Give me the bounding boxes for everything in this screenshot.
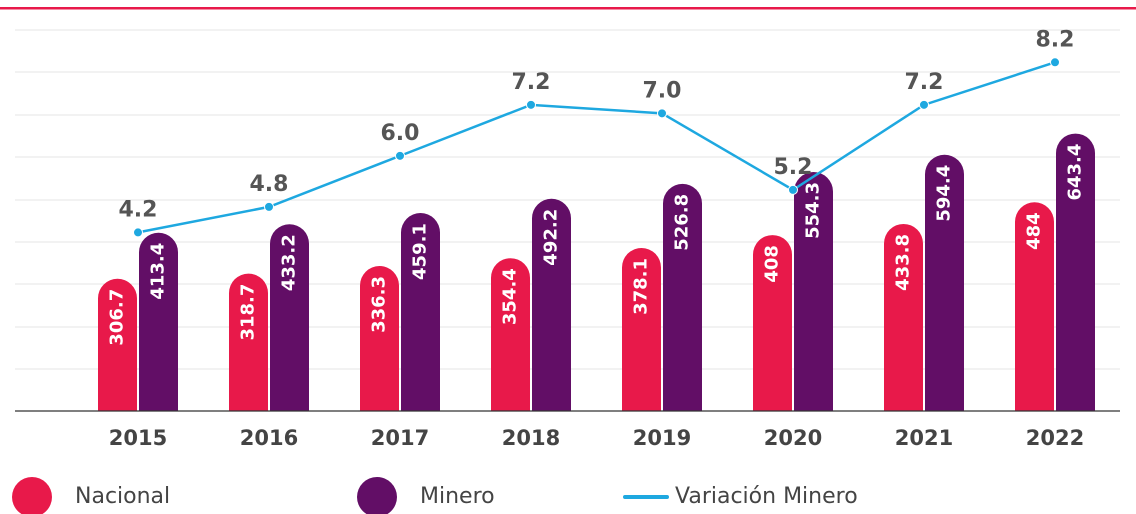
bar xyxy=(360,265,399,411)
bar-value-label: 378.1 xyxy=(631,258,652,315)
bar-value-label: 413.4 xyxy=(148,243,169,300)
bar-value-label: 408 xyxy=(762,245,783,283)
bar-value-label: 306.7 xyxy=(107,289,128,346)
bar-value-label: 459.1 xyxy=(410,223,431,280)
x-tick-label: 2022 xyxy=(1026,426,1084,450)
bar-value-label: 336.3 xyxy=(369,276,390,333)
legend-label: Nacional xyxy=(75,484,170,509)
line-value-label: 4.8 xyxy=(250,172,289,197)
line-value-label: 7.2 xyxy=(512,70,551,95)
line-value-label: 8.2 xyxy=(1036,27,1075,52)
bar xyxy=(794,171,833,411)
x-tick-label: 2019 xyxy=(633,426,691,450)
line-point xyxy=(264,201,274,212)
bar xyxy=(532,198,571,411)
line-point xyxy=(1050,57,1060,68)
line-point xyxy=(657,108,667,119)
bar-value-label: 554.3 xyxy=(803,182,824,239)
line-value-label: 4.2 xyxy=(119,197,158,222)
line-point xyxy=(526,99,536,110)
bar xyxy=(270,224,309,411)
bar xyxy=(1056,133,1095,411)
bar-value-label: 354.4 xyxy=(500,268,521,325)
top-rule xyxy=(0,7,1136,10)
x-tick-label: 2015 xyxy=(109,426,167,450)
x-tick-label: 2018 xyxy=(502,426,560,450)
bar xyxy=(622,247,661,411)
bar xyxy=(229,273,268,411)
bar xyxy=(139,232,178,411)
bar xyxy=(491,258,530,411)
line-value-label: 7.2 xyxy=(905,70,944,95)
line xyxy=(137,61,1056,234)
x-tick-label: 2017 xyxy=(371,426,429,450)
bar xyxy=(753,235,792,411)
legend-label: Variación Minero xyxy=(675,484,858,509)
bar-value-label: 492.2 xyxy=(541,209,562,266)
bar-value-label: 318.7 xyxy=(238,284,259,341)
bar xyxy=(1015,202,1054,411)
bar xyxy=(98,278,137,411)
x-tick-label: 2016 xyxy=(240,426,298,450)
legend-label: Minero xyxy=(420,484,495,509)
line-point xyxy=(919,99,929,110)
legend-symbol xyxy=(12,477,52,514)
bar xyxy=(663,183,702,411)
line-point xyxy=(133,227,143,238)
x-tick-label: 2020 xyxy=(764,426,822,450)
bar-value-label: 433.2 xyxy=(279,234,300,291)
line-value-label: 7.0 xyxy=(643,78,682,103)
line-value-label: 5.2 xyxy=(774,155,813,180)
line-point xyxy=(395,150,405,161)
bar-value-label: 594.4 xyxy=(934,165,955,222)
legend-symbol xyxy=(357,477,397,514)
bar-value-label: 643.4 xyxy=(1065,144,1086,201)
bar xyxy=(884,223,923,411)
bar-value-label: 433.8 xyxy=(893,234,914,291)
bar-value-label: 484 xyxy=(1024,212,1045,250)
bar xyxy=(925,154,964,411)
x-tick-label: 2021 xyxy=(895,426,953,450)
line-value-label: 6.0 xyxy=(381,121,420,146)
bar xyxy=(401,213,440,411)
line-point xyxy=(788,184,798,195)
bar-value-label: 526.8 xyxy=(672,194,693,251)
